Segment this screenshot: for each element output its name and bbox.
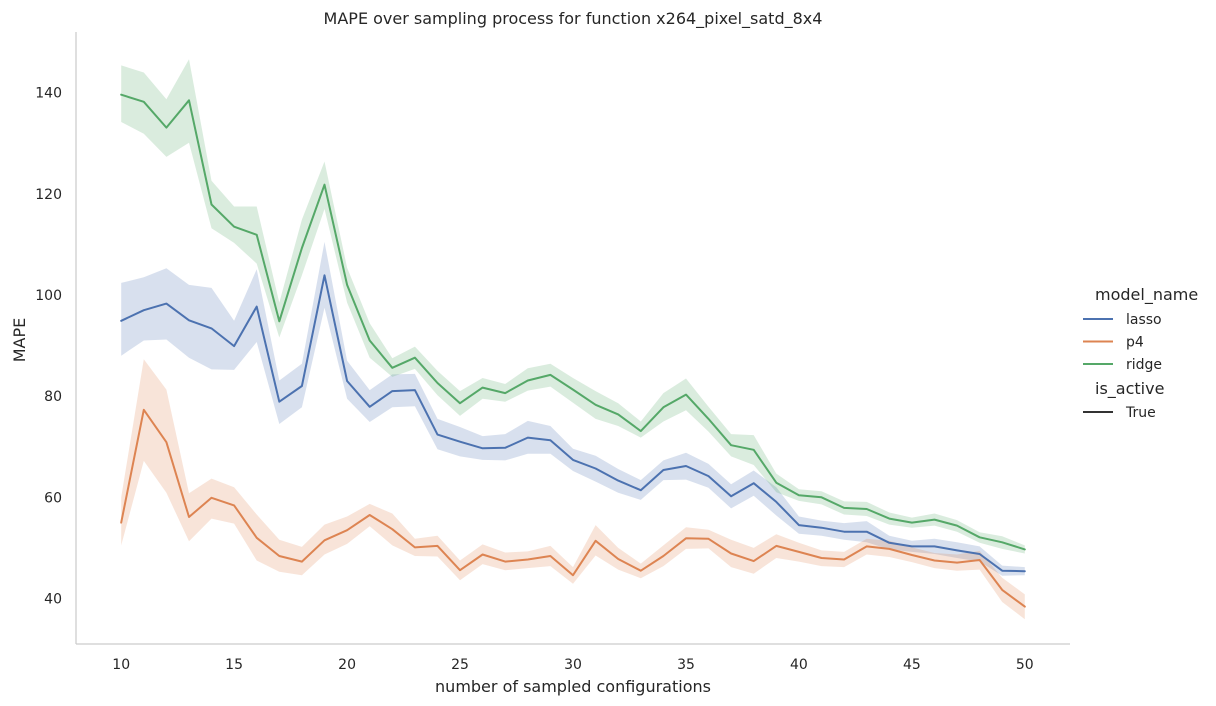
x-tick-label: 30	[564, 657, 582, 673]
x-axis-label: number of sampled configurations	[435, 677, 711, 696]
legend-style-entries: True	[1083, 405, 1156, 421]
y-tick-label: 140	[35, 86, 62, 102]
series-lines	[120, 93, 1026, 608]
y-axis-label: MAPE	[10, 318, 29, 363]
y-axis-ticks: 40 60 80 100 120 140	[35, 86, 62, 608]
confidence-band-lasso	[121, 241, 1025, 576]
x-tick-label: 15	[225, 657, 243, 673]
chart-title: MAPE over sampling process for function …	[324, 9, 823, 29]
x-tick-label: 45	[903, 657, 921, 673]
legend-label-lasso: lasso	[1126, 312, 1162, 328]
legend-label-ridge: ridge	[1126, 357, 1162, 373]
x-tick-label: 40	[790, 657, 808, 673]
y-tick-label: 60	[44, 490, 62, 506]
x-axis-ticks: 10 15 20 25 30 35 40 45 50	[112, 657, 1033, 673]
legend-hue-entries: lasso p4 ridge	[1083, 312, 1162, 373]
x-tick-label: 35	[677, 657, 695, 673]
series-line-ridge	[120, 93, 1026, 551]
series-line-p4	[120, 408, 1026, 608]
x-tick-label: 50	[1016, 657, 1034, 673]
legend: model_name lasso p4 ridge is_active True	[1083, 285, 1198, 421]
x-tick-label: 25	[451, 657, 469, 673]
legend-style-title: is_active	[1095, 379, 1164, 399]
legend-label-p4: p4	[1126, 335, 1144, 351]
legend-style-label: True	[1125, 405, 1156, 421]
y-tick-label: 40	[44, 592, 62, 608]
x-tick-label: 10	[112, 657, 130, 673]
confidence-bands	[121, 59, 1025, 620]
legend-hue-title: model_name	[1095, 285, 1198, 305]
confidence-band-p4	[121, 359, 1025, 620]
y-tick-label: 120	[35, 187, 62, 203]
series-line-lasso	[120, 274, 1026, 573]
y-tick-label: 80	[44, 389, 62, 405]
y-tick-label: 100	[35, 288, 62, 304]
x-tick-label: 20	[338, 657, 356, 673]
